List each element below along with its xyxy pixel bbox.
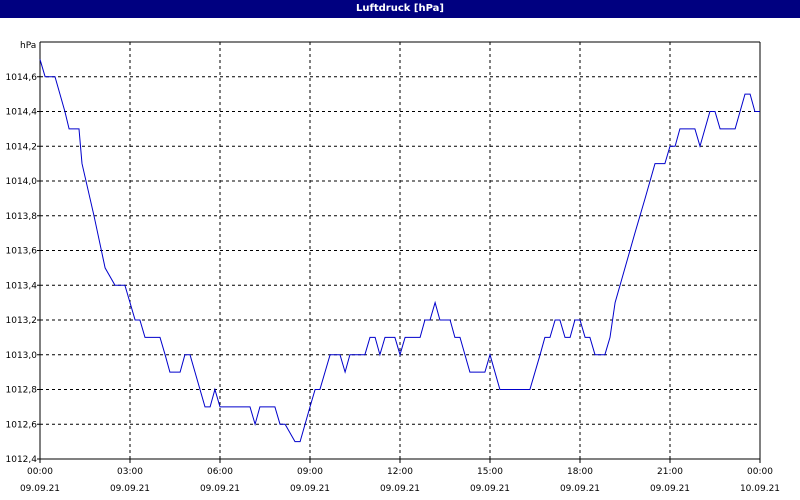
y-tick-label: 1013,4 — [6, 281, 38, 291]
y-tick-label: 1013,0 — [6, 351, 38, 361]
x-tick-date: 09.09.21 — [110, 484, 150, 494]
series-group — [39, 59, 760, 443]
x-tick-date: 09.09.21 — [290, 484, 330, 494]
x-tick-time: 18:00 — [567, 467, 593, 477]
x-tick-date: 09.09.21 — [470, 484, 510, 494]
x-tick-time: 09:00 — [297, 467, 323, 477]
y-axis-unit-label: hPa — [20, 41, 36, 51]
x-tick-time: 00:00 — [27, 467, 53, 477]
y-tick-label: 1012,6 — [6, 420, 38, 430]
x-tick-date: 09.09.21 — [380, 484, 420, 494]
y-tick-label: 1012,4 — [6, 455, 38, 465]
x-tick-time: 21:00 — [657, 467, 683, 477]
x-tick-date: 09.09.21 — [200, 484, 240, 494]
y-tick-label: 1013,2 — [6, 316, 38, 326]
x-tick-time: 03:00 — [117, 467, 143, 477]
axes — [37, 41, 761, 463]
x-tick-time: 12:00 — [387, 467, 413, 477]
chart-title: Luftdruck [hPa] — [356, 3, 444, 14]
y-tick-label: 1013,8 — [6, 212, 38, 222]
x-tick-date: 09.09.21 — [20, 484, 60, 494]
y-tick-label: 1014,6 — [6, 73, 38, 83]
pressure-series-line — [39, 59, 760, 443]
y-tick-label: 1014,2 — [6, 142, 38, 152]
y-tick-label: 1013,6 — [6, 247, 38, 257]
x-tick-date: 09.09.21 — [560, 484, 600, 494]
x-tick-time: 00:00 — [747, 467, 773, 477]
x-tick-labels: 00:00 09.09.21 03:00 09.09.21 06:00 09.09.21 0… — [20, 467, 780, 494]
x-tick-date: 09.09.21 — [650, 484, 690, 494]
grid-lines — [40, 42, 760, 460]
y-tick-labels: 1012,4 1012,6 1012,8 1013,0 1013,2 1013,4 1013… — [6, 73, 38, 465]
y-tick-label: 1012,8 — [6, 386, 38, 396]
pressure-chart: 1012,4 1012,6 1012,8 1013,0 1013,2 1013,4 1013… — [6, 41, 781, 494]
y-tick-label: 1014,0 — [6, 177, 38, 187]
y-tick-label: 1014,4 — [6, 108, 38, 118]
x-tick-time: 15:00 — [477, 467, 503, 477]
x-tick-time: 06:00 — [207, 467, 233, 477]
x-tick-date: 10.09.21 — [740, 484, 780, 494]
chart-title-bar: Luftdruck [hPa] — [0, 0, 800, 18]
